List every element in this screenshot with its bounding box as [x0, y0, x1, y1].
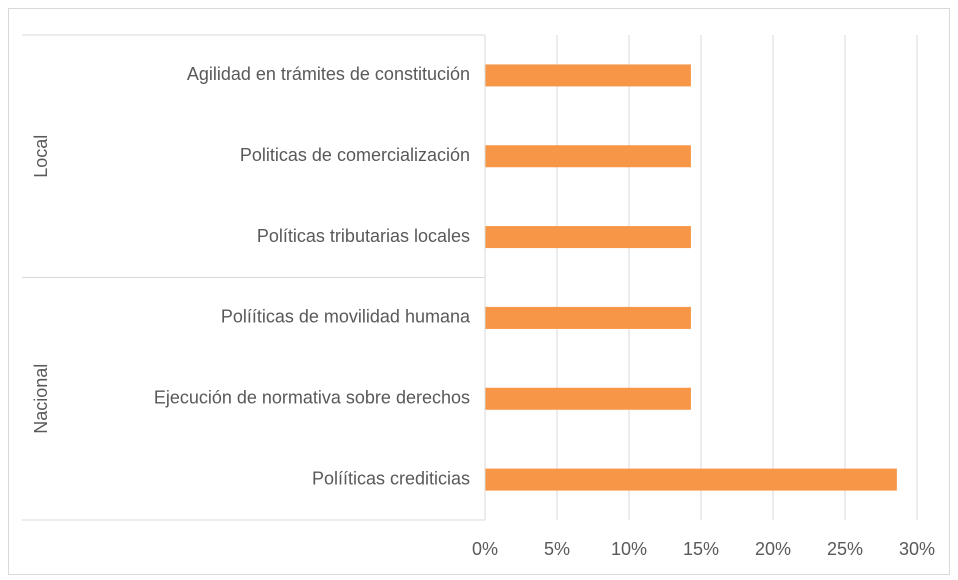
x-tick-label: 0% [472, 539, 498, 559]
x-tick-label: 30% [899, 539, 935, 559]
group-label: Local [31, 135, 51, 178]
y-tick-label: Políticas tributarias locales [257, 226, 470, 246]
y-tick-label: Ejecución de normativa sobre derechos [154, 388, 470, 408]
bar [485, 306, 691, 329]
x-tick-label: 15% [683, 539, 719, 559]
bar [485, 387, 691, 410]
bar [485, 468, 897, 491]
x-tick-label: 25% [827, 539, 863, 559]
bar [485, 145, 691, 168]
bar [485, 64, 691, 87]
y-tick-label: Polííticas de movilidad humana [221, 307, 471, 327]
y-tick-label: Agilidad en trámites de constitución [187, 64, 470, 84]
x-tick-label: 10% [611, 539, 647, 559]
group-label: Nacional [31, 364, 51, 434]
y-tick-label: Politicas de comercialización [240, 145, 470, 165]
x-tick-label: 5% [544, 539, 570, 559]
y-tick-label: Polííticas crediticias [312, 468, 470, 488]
x-tick-label: 20% [755, 539, 791, 559]
bar [485, 226, 691, 249]
